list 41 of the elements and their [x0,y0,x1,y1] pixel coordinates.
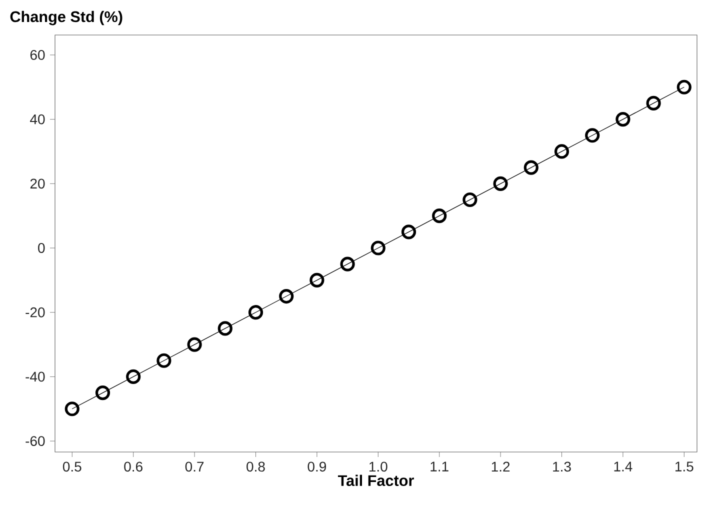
point [279,288,294,304]
y-tick-label: 20 [30,178,45,189]
x-tick-label: 0.8 [246,462,265,472]
point [340,256,355,272]
point [370,240,386,256]
y-tick-label: 60 [30,50,45,60]
x-tick-label: 1.2 [492,462,510,472]
point [676,80,692,94]
point [462,192,478,208]
x-tick-label: 1.3 [553,462,571,472]
y-tick-label: -60 [26,436,45,446]
x-tick-label: 1.4 [614,462,632,472]
x-tick-label: 0.5 [62,462,82,472]
point [401,224,416,240]
y-tick-label: -40 [26,372,45,382]
point [187,337,202,352]
x-tick-label: 1.0 [369,462,388,472]
point [218,321,232,336]
x-tick-label: 0.6 [124,462,142,472]
point [493,176,508,191]
y-axis-title: Change Std (%) [10,10,122,26]
point [126,369,141,384]
point [616,112,630,127]
y-tick-label: 40 [30,114,45,124]
x-tick-label: 0.7 [185,462,204,472]
x-tick-label: 1.5 [675,462,694,472]
point [156,353,172,368]
point [248,305,264,320]
point [432,208,447,224]
y-tick-label: 0 [38,243,45,253]
point [64,402,80,416]
point [310,272,324,288]
point [95,385,110,400]
point [524,160,538,175]
point [554,144,570,159]
x-axis-title: Tail Factor [338,474,414,486]
y-tick-label: -20 [26,307,45,318]
point [585,128,600,143]
point [646,96,661,111]
x-tick-label: 0.9 [308,462,326,472]
x-tick-label: 1.1 [430,462,448,472]
